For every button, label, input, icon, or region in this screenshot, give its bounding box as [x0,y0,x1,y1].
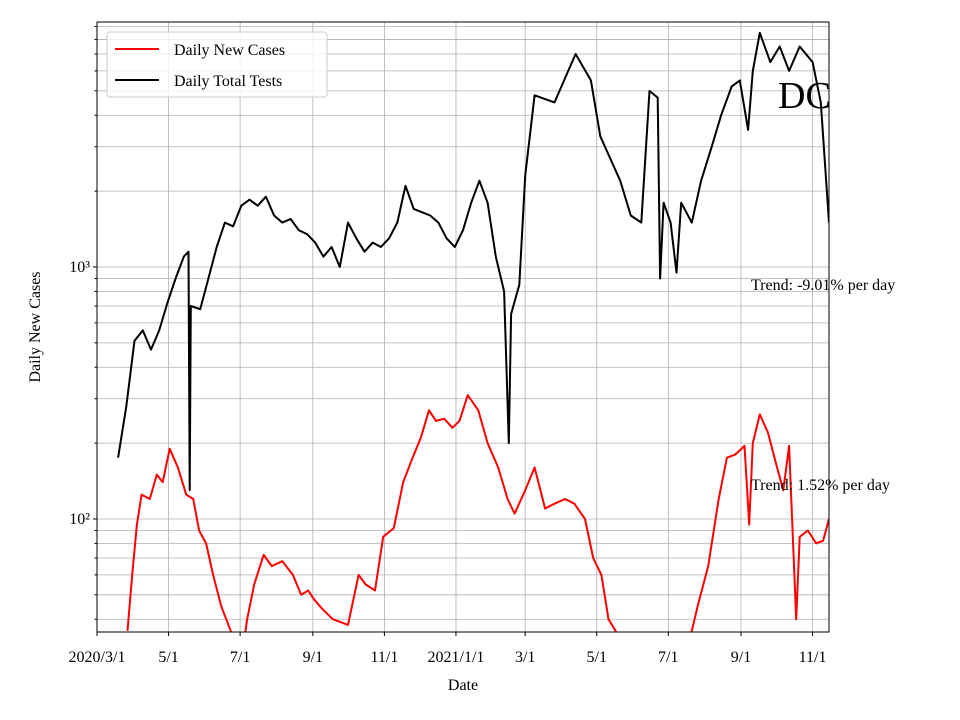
legend: Daily New Cases Daily Total Tests [106,31,328,98]
legend-box [106,31,328,98]
x-tick-label: 3/1 [515,649,535,666]
x-tick-label: 9/1 [731,649,751,666]
x-tick-label: 7/1 [230,649,250,666]
grid [96,22,829,632]
x-tick-label: 5/1 [158,649,178,666]
y-axis-label: Daily New Cases [27,271,44,382]
x-tick-label: 5/1 [587,649,607,666]
legend-label: Daily New Cases [174,42,285,59]
x-tick-label: 2020/3/1 [69,649,126,666]
x-tick-label: 9/1 [303,649,323,666]
legend-label: Daily Total Tests [174,73,282,90]
x-axis-label: Date [448,677,478,694]
plot-lines [117,31,829,632]
x-tick-label: 2021/1/1 [428,649,485,666]
x-tick-label: 11/1 [370,649,398,666]
annotation: Trend: -9.01% per day [751,277,895,294]
series-line [126,394,829,632]
annotation: Trend: 1.52% per day [751,477,890,494]
annotation: DC [778,75,831,117]
series-line [117,31,829,492]
x-tick-label: 11/1 [799,649,827,666]
y-tick-label: 10² [69,511,90,528]
ticks: 10² 10³ 2020/3/1 5/1 7/1 9/1 11/1 2021/1/1 3/1 5/… [69,26,827,666]
y-tick-label: 10³ [69,259,90,276]
x-tick-label: 7/1 [658,649,678,666]
plot-frame [96,21,830,633]
